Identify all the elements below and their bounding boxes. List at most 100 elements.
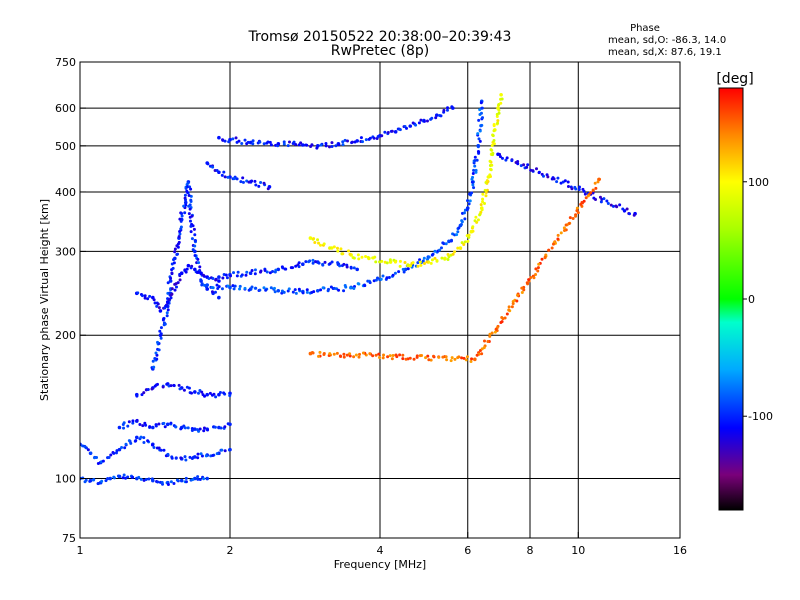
- scatter-dot: [213, 290, 217, 294]
- scatter-dot: [426, 354, 430, 358]
- scatter-dot: [455, 233, 459, 237]
- stats-o-mode: mean, sd,O: -86.3, 14.0: [608, 35, 726, 46]
- scatter-dot: [282, 142, 286, 146]
- scatter-dot: [197, 261, 201, 265]
- scatter-dot: [418, 260, 422, 264]
- scatter-dot: [196, 452, 200, 456]
- scatter-dot: [564, 223, 568, 227]
- scatter-dot: [150, 477, 154, 481]
- scatter-dot: [414, 123, 418, 127]
- scatter-dot: [328, 352, 332, 356]
- data-point: [499, 92, 503, 97]
- scatter-dot: [159, 326, 163, 330]
- scatter-dot: [547, 248, 551, 252]
- scatter-dot: [556, 237, 560, 241]
- scatter-dot: [330, 144, 334, 148]
- scatter-dot: [238, 287, 242, 291]
- scatter-dot: [467, 233, 471, 237]
- scatter-dot: [401, 353, 405, 357]
- scatter-dot: [473, 158, 477, 162]
- scatter-dot: [173, 288, 177, 292]
- scatter-dot: [154, 424, 158, 428]
- scatter-dot: [147, 477, 151, 481]
- data-point: [151, 425, 155, 430]
- data-point: [117, 425, 122, 430]
- data-point: [117, 447, 122, 452]
- data-point: [408, 263, 413, 268]
- scatter-dot: [566, 180, 570, 184]
- scatter-dot: [186, 426, 190, 430]
- scatter-dot: [485, 188, 489, 192]
- scatter-dot: [317, 354, 321, 358]
- scatter-dot: [154, 351, 158, 355]
- scatter-dot: [323, 260, 327, 264]
- data-point: [393, 130, 398, 134]
- scatter-dot: [462, 356, 466, 360]
- scatter-dot: [273, 290, 277, 294]
- scatter-dot: [150, 387, 154, 391]
- scatter-dot: [522, 163, 526, 167]
- scatter-dot: [446, 258, 450, 262]
- scatter-dot: [178, 278, 182, 282]
- scatter-dot: [468, 199, 472, 203]
- scatter-dot: [488, 173, 492, 177]
- scatter-dot: [169, 384, 173, 388]
- data-point: [315, 288, 320, 293]
- scatter-dot: [483, 201, 487, 205]
- scatter-dot: [383, 130, 387, 134]
- scatter-dot: [166, 308, 170, 312]
- scatter-dot: [570, 187, 574, 191]
- scatter-dot: [499, 101, 503, 105]
- scatter-dot: [178, 217, 182, 221]
- scatter-dot: [226, 284, 230, 288]
- scatter-dot: [401, 267, 405, 271]
- scatter-dot: [374, 353, 378, 357]
- scatter-dot: [191, 455, 195, 459]
- data-point: [217, 135, 221, 140]
- y-tick-label: 200: [55, 329, 76, 342]
- scatter-dot: [188, 215, 192, 219]
- scatter-dot: [253, 179, 257, 183]
- scatter-dot: [293, 288, 297, 292]
- scatter-dot: [466, 239, 470, 243]
- scatter-dot: [341, 140, 345, 144]
- scatter-dot: [525, 281, 529, 285]
- scatter-dot: [156, 340, 160, 344]
- scatter-dot: [342, 352, 346, 356]
- scatter-dot: [291, 266, 295, 270]
- scatter-dot: [224, 273, 228, 277]
- scatter-dot: [268, 271, 272, 275]
- scatter-dot: [134, 439, 138, 443]
- scatter-dot: [169, 480, 173, 484]
- scatter-dot: [238, 284, 242, 288]
- scatter-dot: [566, 184, 570, 188]
- scatter-dot: [169, 421, 173, 425]
- scatter-dot: [190, 237, 194, 241]
- scatter-dot: [583, 192, 587, 196]
- scatter-dot: [210, 290, 214, 294]
- scatter-dot: [189, 230, 193, 234]
- scatter-dot: [472, 186, 476, 190]
- scatter-dot: [148, 425, 152, 429]
- scatter-dot: [522, 288, 526, 292]
- scatter-dot: [244, 273, 248, 277]
- series: [117, 418, 232, 433]
- scatter-dot: [416, 264, 420, 268]
- scatter-dot: [398, 264, 402, 268]
- scatter-dot: [218, 391, 222, 395]
- scatter-dot: [471, 229, 475, 233]
- scatter-dot: [187, 194, 191, 198]
- scatter-dot: [112, 475, 116, 479]
- scatter-dot: [193, 238, 197, 242]
- scatter-dot: [286, 144, 290, 148]
- scatter-dot: [464, 358, 468, 362]
- scatter-dot: [527, 278, 531, 282]
- scatter-dot: [227, 140, 231, 144]
- scatter-dot: [178, 230, 182, 234]
- scatter-dot: [229, 274, 233, 278]
- scatter-dot: [234, 136, 238, 140]
- scatter-dot: [562, 228, 566, 232]
- scatter-dot: [269, 286, 273, 290]
- scatter-dot: [311, 261, 315, 265]
- data-point: [408, 124, 413, 128]
